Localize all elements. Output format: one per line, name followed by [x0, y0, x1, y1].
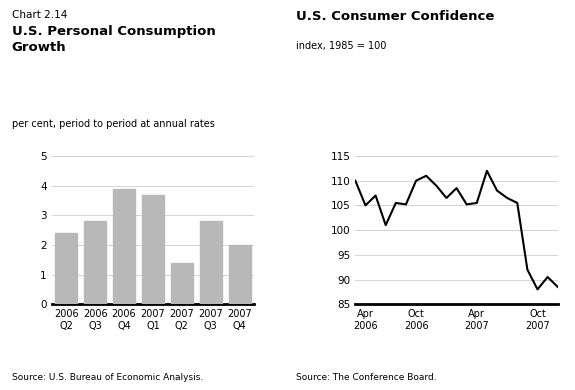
Text: Source: U.S. Bureau of Economic Analysis.: Source: U.S. Bureau of Economic Analysis…: [12, 373, 203, 382]
Bar: [229, 245, 251, 304]
Bar: [55, 233, 77, 304]
Bar: [200, 221, 221, 304]
Text: U.S. Personal Consumption
Growth: U.S. Personal Consumption Growth: [12, 25, 215, 54]
Text: per cent, period to period at annual rates: per cent, period to period at annual rat…: [12, 119, 214, 129]
Bar: [171, 263, 193, 304]
Text: Source: The Conference Board.: Source: The Conference Board.: [296, 373, 437, 382]
Text: U.S. Consumer Confidence: U.S. Consumer Confidence: [296, 10, 494, 23]
Text: Chart 2.14: Chart 2.14: [12, 10, 67, 20]
Text: index, 1985 = 100: index, 1985 = 100: [296, 41, 386, 51]
Bar: [142, 195, 164, 304]
Bar: [113, 189, 135, 304]
Bar: [85, 221, 106, 304]
